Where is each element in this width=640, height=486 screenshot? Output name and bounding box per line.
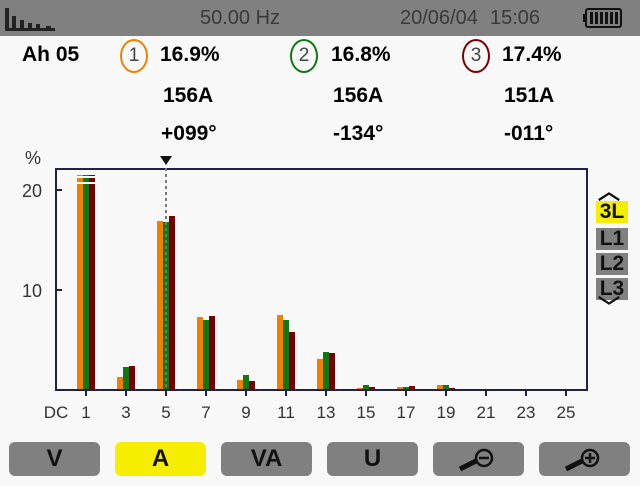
phase-2-amps: 156A [333, 84, 384, 107]
bar-h5-phase3 [169, 216, 175, 390]
bar-h15-phase3 [369, 387, 375, 390]
bar-h9-phase3 [249, 381, 255, 390]
cursor-marker-icon[interactable] [160, 156, 172, 165]
y-tick-label: 20 [22, 181, 42, 201]
phase-1-amps: 156A [163, 84, 214, 107]
status-bar: 50.00 Hz 20/06/04 15:06 [0, 0, 640, 36]
selector-l1[interactable]: L1 [596, 228, 628, 250]
bar-h11-phase2 [283, 320, 289, 390]
phase-3-marker: 3 [462, 39, 490, 73]
phase-1-angle: +099° [161, 122, 217, 145]
bar-h13-phase1 [317, 359, 323, 390]
bar-h17-phase3 [409, 386, 415, 390]
overflow-mark [77, 182, 95, 184]
bar-h11-phase1 [277, 315, 283, 390]
battery-full-icon [583, 8, 622, 28]
bar-h17-phase1 [397, 387, 403, 390]
bar-h7-phase1 [197, 317, 203, 390]
y-axis-label: % [25, 148, 41, 168]
x-tick-label: DC [44, 403, 69, 422]
bar-h1-phase3 [89, 175, 95, 390]
x-tick-label: 5 [161, 403, 170, 422]
phase-3-angle: -011° [504, 122, 554, 145]
zoom-out-icon [458, 448, 494, 472]
x-tick-label: 7 [201, 403, 210, 422]
voltage-u-button[interactable]: U [327, 442, 418, 476]
x-tick-label: 19 [437, 403, 456, 422]
phase-2-percent: 16.8% [331, 43, 391, 66]
bar-h13-phase3 [329, 353, 335, 390]
selector-l3[interactable]: L3 [596, 278, 628, 300]
bar-h19-phase1 [437, 385, 443, 390]
zoom-out-button[interactable] [433, 442, 524, 476]
plot-frame [55, 168, 588, 391]
bar-h3-phase3 [129, 366, 135, 390]
overflow-mark [77, 176, 95, 178]
bar-h3-phase2 [123, 367, 129, 390]
zoom-in-icon [564, 448, 600, 472]
x-tick-label: 15 [357, 403, 376, 422]
x-tick-label: 21 [477, 403, 496, 422]
harmonics-bars-icon [5, 8, 55, 31]
phase-2-angle: -134° [333, 122, 384, 145]
frequency: 50.00 Hz [200, 7, 281, 29]
x-tick-label: 13 [317, 403, 336, 422]
current-button[interactable]: A [115, 442, 206, 476]
bar-h5-phase1 [157, 221, 163, 390]
bar-h9-phase2 [243, 375, 249, 390]
x-tick-label: 1 [81, 403, 90, 422]
voltage-button[interactable]: V [9, 442, 100, 476]
time: 15:06 [490, 7, 541, 29]
x-tick-label: 11 [277, 403, 295, 422]
x-tick-label: 17 [397, 403, 416, 422]
x-tick-label: 25 [557, 403, 576, 422]
date: 20/06/04 [400, 7, 478, 29]
bar-h19-phase2 [443, 385, 449, 390]
x-tick-label: 3 [121, 403, 130, 422]
x-tick-label: 9 [241, 403, 250, 422]
phase-3-amps: 151A [504, 84, 555, 107]
selector-l2[interactable]: L2 [596, 253, 628, 275]
power-va-button[interactable]: VA [221, 442, 312, 476]
y-tick-label: 10 [22, 281, 42, 301]
scroll-up-icon[interactable]: ︿ [598, 179, 621, 204]
harmonic-order: Ah 05 [22, 43, 80, 66]
bar-h7-phase2 [203, 320, 209, 390]
phase-3-percent: 17.4% [502, 43, 562, 66]
scroll-down-icon[interactable]: ﹀ [598, 295, 621, 320]
bar-h1-phase1 [77, 175, 83, 390]
bar-h17-phase2 [403, 387, 409, 390]
phase-1-marker: 1 [120, 39, 148, 73]
phase-1-percent: 16.9% [160, 43, 220, 66]
bar-h1-phase2 [83, 175, 89, 390]
selector-3l[interactable]: 3L [596, 201, 628, 223]
bar-h13-phase2 [323, 352, 329, 390]
bar-h11-phase3 [289, 332, 295, 390]
bar-h3-phase1 [117, 377, 123, 390]
bar-h7-phase3 [209, 316, 215, 390]
zoom-in-button[interactable] [539, 442, 630, 476]
bar-h15-phase2 [363, 385, 369, 390]
bar-h9-phase1 [237, 380, 243, 390]
phase-2-marker: 2 [290, 39, 318, 73]
x-tick-label: 23 [517, 403, 536, 422]
